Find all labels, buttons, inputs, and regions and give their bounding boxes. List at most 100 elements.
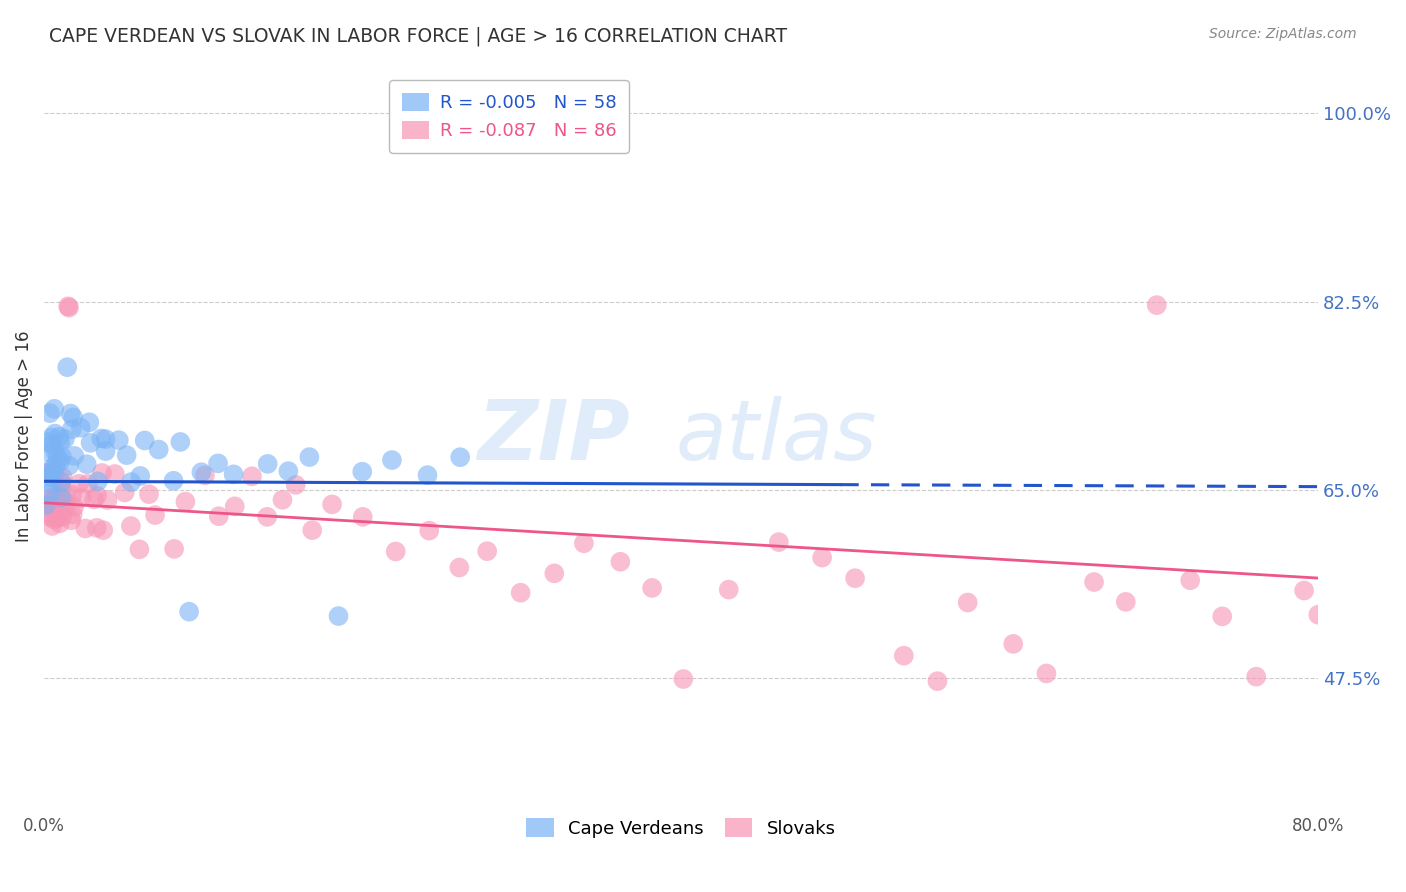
Point — [35, 498, 58, 512]
Point — [58, 301, 80, 315]
Point — [48, 490, 70, 504]
Point — [641, 581, 664, 595]
Point — [240, 469, 263, 483]
Point — [174, 494, 197, 508]
Point — [138, 487, 160, 501]
Point — [87, 475, 110, 489]
Point — [63, 500, 86, 514]
Point — [222, 467, 245, 482]
Point — [120, 475, 142, 489]
Point — [418, 524, 440, 538]
Point — [352, 509, 374, 524]
Point — [321, 497, 343, 511]
Point — [41, 461, 63, 475]
Point — [298, 450, 321, 464]
Point — [39, 476, 62, 491]
Point — [114, 485, 136, 500]
Point — [51, 481, 73, 495]
Point — [53, 495, 76, 509]
Point — [69, 421, 91, 435]
Point — [120, 519, 142, 533]
Point — [384, 544, 406, 558]
Point — [60, 422, 83, 436]
Point — [42, 512, 65, 526]
Point — [46, 511, 69, 525]
Point — [543, 566, 565, 581]
Point — [38, 470, 60, 484]
Point — [55, 501, 77, 516]
Point — [70, 491, 93, 505]
Point — [55, 489, 77, 503]
Point — [509, 585, 531, 599]
Point — [79, 435, 101, 450]
Point — [572, 536, 595, 550]
Point — [37, 435, 59, 450]
Point — [277, 464, 299, 478]
Legend: Cape Verdeans, Slovaks: Cape Verdeans, Slovaks — [519, 811, 844, 845]
Point — [1244, 670, 1267, 684]
Point — [208, 509, 231, 524]
Point — [45, 458, 67, 472]
Point — [90, 466, 112, 480]
Point — [53, 432, 76, 446]
Text: CAPE VERDEAN VS SLOVAK IN LABOR FORCE | AGE > 16 CORRELATION CHART: CAPE VERDEAN VS SLOVAK IN LABOR FORCE | … — [49, 27, 787, 46]
Point — [1115, 595, 1137, 609]
Point — [48, 430, 70, 444]
Point — [75, 521, 97, 535]
Point — [44, 467, 66, 481]
Point — [51, 491, 73, 505]
Point — [42, 494, 65, 508]
Point — [42, 467, 65, 481]
Point — [143, 508, 166, 522]
Point — [416, 468, 439, 483]
Point — [1083, 574, 1105, 589]
Point — [67, 476, 90, 491]
Point — [49, 475, 72, 490]
Point — [52, 470, 75, 484]
Point — [94, 444, 117, 458]
Text: atlas: atlas — [676, 395, 877, 476]
Point — [194, 468, 217, 483]
Point — [352, 465, 374, 479]
Point — [768, 535, 790, 549]
Point — [224, 500, 246, 514]
Text: ZIP: ZIP — [478, 395, 630, 476]
Point — [256, 509, 278, 524]
Point — [107, 433, 129, 447]
Point — [811, 550, 834, 565]
Point — [76, 457, 98, 471]
Point — [34, 494, 56, 508]
Point — [1308, 607, 1330, 622]
Point — [41, 519, 63, 533]
Point — [63, 449, 86, 463]
Point — [328, 609, 350, 624]
Point — [96, 493, 118, 508]
Point — [60, 488, 83, 502]
Point — [56, 299, 79, 313]
Point — [717, 582, 740, 597]
Point — [148, 442, 170, 457]
Point — [51, 450, 73, 464]
Point — [41, 508, 63, 522]
Point — [62, 410, 84, 425]
Point — [271, 492, 294, 507]
Point — [1035, 666, 1057, 681]
Point — [163, 541, 186, 556]
Point — [44, 401, 66, 416]
Point — [58, 458, 80, 473]
Point — [128, 542, 150, 557]
Point — [38, 467, 60, 481]
Point — [1294, 583, 1316, 598]
Point — [256, 457, 278, 471]
Point — [207, 456, 229, 470]
Text: Source: ZipAtlas.com: Source: ZipAtlas.com — [1209, 27, 1357, 41]
Point — [44, 426, 66, 441]
Point — [44, 500, 66, 514]
Point — [49, 475, 72, 489]
Point — [115, 448, 138, 462]
Point — [49, 435, 72, 450]
Point — [45, 488, 67, 502]
Point — [39, 486, 62, 500]
Point — [60, 513, 83, 527]
Point — [672, 672, 695, 686]
